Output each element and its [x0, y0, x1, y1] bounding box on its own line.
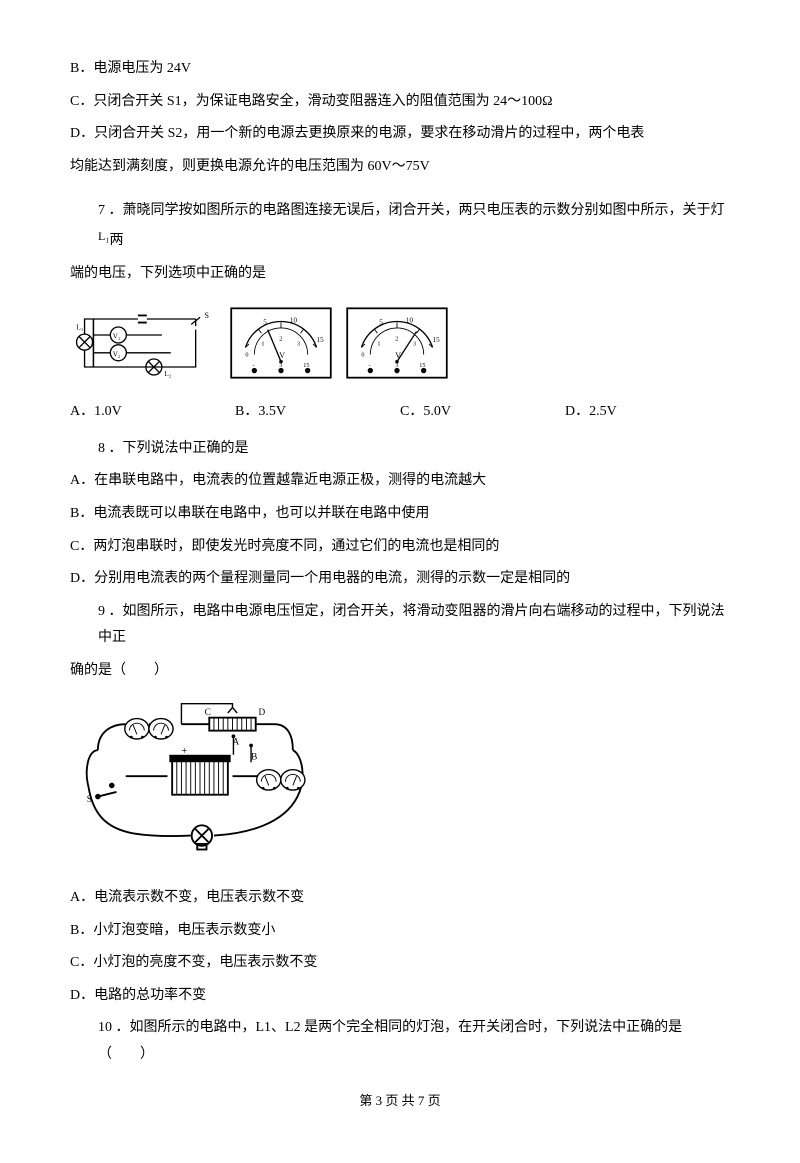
option-b: B．电源电压为 24V: [70, 56, 730, 83]
svg-text:S: S: [87, 795, 92, 805]
q7-options: A．1.0V B．3.5V C．5.0V D．2.5V: [70, 399, 730, 426]
svg-text:15: 15: [317, 336, 325, 344]
q9-opt-b: B．小灯泡变暗，电压表示数变小: [70, 918, 730, 945]
svg-text:C: C: [205, 707, 211, 717]
svg-text:1: 1: [261, 341, 264, 348]
svg-text:15: 15: [433, 336, 441, 344]
question-9-line1: 9 ．如图所示，电路中电源电压恒定，闭合开关，将滑动变阻器的滑片向右端移动的过程…: [70, 599, 730, 652]
svg-text:3: 3: [413, 341, 416, 348]
option-d-line1: D．只闭合开关 S2，用一个新的电源去更换原来的电源，要求在移动滑片的过程中，两…: [70, 121, 730, 148]
voltmeter-2: 0 5 10 15 1 2 3 V - 3 15: [342, 303, 452, 383]
svg-text:3: 3: [279, 362, 282, 369]
svg-text:S: S: [205, 311, 209, 320]
q7-line2: 端的电压，下列选项中正确的是: [70, 261, 730, 288]
svg-text:1: 1: [377, 341, 380, 348]
question-10: 10 ．如图所示的电路中，L1、L2 是两个完全相同的灯泡，在开关闭合时，下列说…: [70, 1015, 730, 1068]
svg-text:10: 10: [406, 317, 414, 325]
svg-text:V₂: V₂: [113, 350, 121, 358]
svg-text:3: 3: [395, 362, 398, 369]
q8-opt-a: A．在串联电路中，电流表的位置越靠近电源正极，测得的电流越大: [70, 468, 730, 495]
voltmeter-1: 0 5 10 15 1 2 3 V - 3 15: [226, 303, 336, 383]
q7-text-end: 两: [110, 233, 124, 248]
option-c: C．只闭合开关 S1，为保证电路安全，滑动变阻器连入的阻值范围为 24～100Ω: [70, 89, 730, 116]
question-7: 7 ．萧晓同学按如图所示的电路图连接无误后，闭合开关，两只电压表的示数分别如图中…: [70, 198, 730, 254]
q8-opt-d: D．分别用电流表的两个量程测量同一个用电器的电流，测得的示数一定是相同的: [70, 566, 730, 593]
option-d-line2: 均能达到满刻度，则更换电源允许的电压范围为 60V～75V: [70, 154, 730, 181]
circuit-diagram: V₁ V₂ S L₁ L₂: [70, 303, 220, 383]
q9-opt-a: A．电流表示数不变，电压表示数不变: [70, 885, 730, 912]
q7-opt-b: B．3.5V: [235, 399, 400, 426]
page-footer: 第 3 页 共 7 页: [70, 1089, 730, 1114]
q8-opt-c: C．两灯泡串联时，即使发光时亮度不同，通过它们的电流也是相同的: [70, 534, 730, 561]
q7-diagrams: V₁ V₂ S L₁ L₂ 0 5 10 15 1 2 3 V -315: [70, 303, 730, 383]
svg-text:D: D: [259, 707, 266, 717]
svg-text:15: 15: [303, 362, 309, 369]
svg-text:-: -: [369, 362, 371, 369]
svg-text:B: B: [251, 752, 257, 762]
svg-text:15: 15: [419, 362, 425, 369]
q7-opt-d: D．2.5V: [565, 399, 730, 426]
q7-sup: L₁: [98, 229, 110, 243]
q9-opt-d: D．电路的总功率不变: [70, 983, 730, 1010]
svg-text:3: 3: [297, 341, 300, 348]
svg-text:V₁: V₁: [113, 333, 121, 341]
q7-opt-a: A．1.0V: [70, 399, 235, 426]
question-8: 8 ．下列说法中正确的是: [70, 436, 730, 463]
svg-text:5: 5: [379, 318, 383, 326]
svg-text:-: -: [253, 362, 255, 369]
q8-opt-b: B．电流表既可以串联在电路中，也可以并联在电路中使用: [70, 501, 730, 528]
question-9-line2: 确的是（ ）: [70, 658, 730, 685]
svg-text:V: V: [279, 351, 285, 360]
svg-text:L₁: L₁: [77, 324, 84, 332]
svg-text:V: V: [395, 351, 401, 360]
svg-text:2: 2: [395, 335, 398, 342]
svg-text:10: 10: [290, 317, 298, 325]
svg-text:0: 0: [361, 351, 364, 358]
q7-opt-c: C．5.0V: [400, 399, 565, 426]
svg-text:+: +: [181, 745, 187, 756]
svg-text:L₂: L₂: [165, 370, 172, 378]
svg-text:0: 0: [245, 351, 248, 358]
svg-text:2: 2: [279, 335, 282, 342]
q9-opt-c: C．小灯泡的亮度不变，电压表示数不变: [70, 950, 730, 977]
q7-text-1: 7 ．萧晓同学按如图所示的电路图连接无误后，闭合开关，两只电压表的示数分别如图中…: [98, 203, 725, 218]
q9-circuit: C D A B S +: [70, 703, 330, 853]
svg-text:5: 5: [263, 318, 267, 326]
